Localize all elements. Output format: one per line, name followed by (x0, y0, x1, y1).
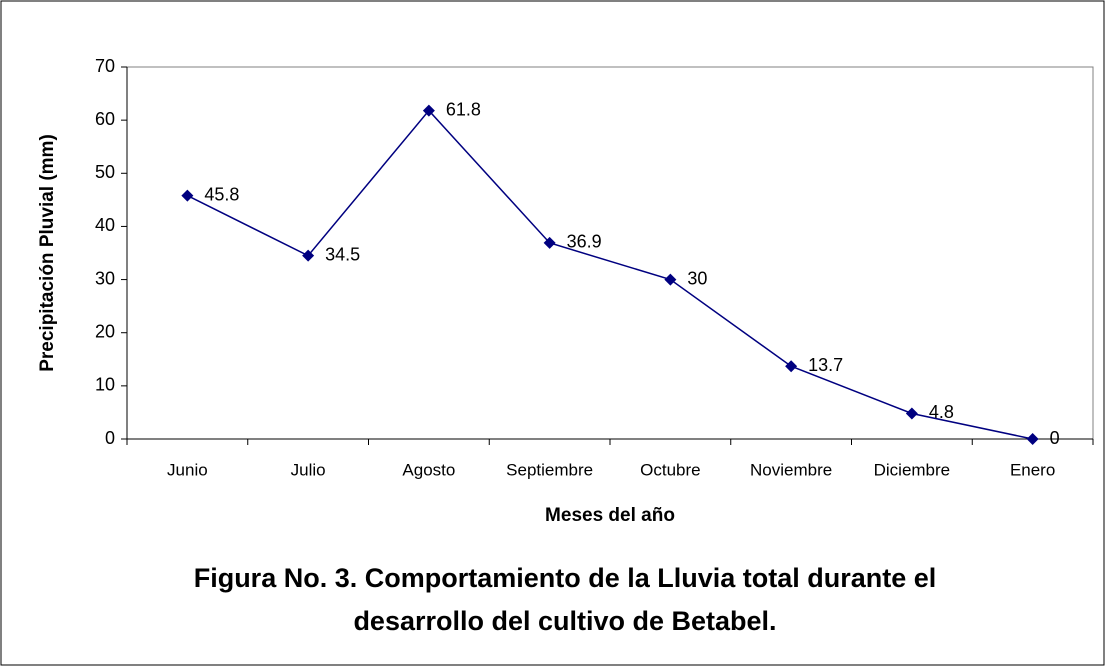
y-tick-label: 60 (95, 109, 115, 129)
y-tick-label: 30 (95, 268, 115, 288)
x-tick-label: Junio (167, 460, 208, 479)
data-label: 61.8 (446, 99, 481, 119)
data-point (181, 189, 194, 202)
data-label: 0 (1050, 428, 1060, 448)
data-point (1026, 433, 1039, 445)
x-tick-label: Julio (291, 460, 326, 479)
x-tick-label: Agosto (402, 460, 455, 479)
y-tick-label: 10 (95, 375, 115, 395)
data-point (664, 273, 677, 286)
y-tick-label: 20 (95, 321, 115, 341)
data-label: 36.9 (567, 232, 602, 252)
data-point (422, 104, 435, 117)
x-tick-label: Enero (1010, 460, 1055, 479)
y-tick-label: 40 (95, 215, 115, 235)
data-point (543, 236, 556, 249)
x-tick-label: Diciembre (874, 460, 951, 479)
x-tick-label: Septiembre (506, 460, 593, 479)
x-axis-label: Meses del año (545, 505, 675, 526)
data-label: 4.8 (929, 402, 954, 422)
data-label: 30 (687, 268, 707, 288)
y-tick-label: 0 (105, 428, 115, 448)
x-tick-label: Octubre (640, 460, 700, 479)
data-point (905, 407, 918, 420)
data-label: 34.5 (325, 244, 360, 264)
data-label: 45.8 (204, 184, 239, 204)
caption-line: Figura No. 3. Comportamiento de la Lluvi… (194, 563, 937, 593)
data-label: 13.7 (808, 355, 843, 375)
data-line (187, 109, 1033, 440)
y-axis-label: Precipitación Pluvial (mm) (37, 134, 58, 372)
data-point (302, 249, 315, 262)
y-tick-label: 70 (95, 56, 115, 76)
data-point (785, 360, 798, 373)
y-tick-label: 50 (95, 162, 115, 182)
x-tick-label: Noviembre (750, 460, 832, 479)
caption-line: desarrollo del cultivo de Betabel. (353, 606, 776, 636)
